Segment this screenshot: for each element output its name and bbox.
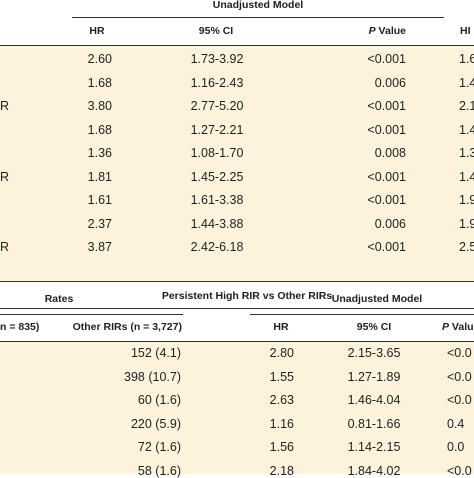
table1-cell-next: 1.4	[459, 75, 474, 90]
table2-cell-other: 220 (5.9)	[130, 416, 181, 431]
table1-header-rule	[0, 45, 474, 46]
table1-cell-next: 1.3	[459, 146, 474, 160]
table1-cell-ci: 1.44-3.88	[190, 216, 244, 231]
table1-col-hr-next: HI	[460, 25, 471, 37]
table2-cell-p: <0.0	[447, 369, 472, 384]
table1-cell-p: <0.001	[367, 99, 406, 113]
table1-cell-ci: 1.27-2.21	[190, 122, 244, 137]
table1-cell-hr: 1.61	[87, 193, 112, 207]
table1-cell-ci: 2.42-6.18	[190, 240, 244, 254]
table1-cell-p: <0.001	[367, 193, 406, 207]
table1-cell-p: <0.001	[367, 169, 406, 184]
table1-cell-ci: 1.73-3.92	[190, 52, 244, 66]
table1-cell-next: 1.9	[459, 193, 474, 207]
table2-cell-other: 152 (4.1)	[130, 346, 181, 360]
table1-header-band	[0, 0, 474, 46]
table2-title-rule	[0, 308, 474, 309]
table2-cell-ci: 2.15-3.65	[347, 346, 401, 360]
table1-cell-next: 2.5	[459, 240, 474, 254]
table1-cell-p: <0.001	[367, 122, 406, 137]
table2-cell-other: 60 (1.6)	[137, 393, 181, 407]
table1-row-stub: R	[0, 99, 10, 113]
table1-cell-p: <0.001	[367, 52, 406, 66]
table2-cell-ci: 1.46-4.04	[347, 393, 401, 407]
table2-model-title: Unadjusted Model	[331, 293, 423, 305]
table1-cell-hr: 1.36	[87, 146, 112, 160]
table1-cell-ci: 1.08-1.70	[190, 146, 244, 160]
table2-cell-p: <0.0	[447, 463, 472, 478]
table2-col-first: n = 835)	[0, 321, 40, 333]
table1-cell-hr: 1.68	[87, 75, 112, 90]
table1-cell-hr: 1.81	[87, 169, 112, 184]
table2-cell-other: 58 (1.6)	[137, 463, 181, 478]
table1-cell-next: 1.4	[459, 122, 474, 137]
table2-cell-other: 72 (1.6)	[137, 440, 181, 454]
table2-cell-hr: 1.56	[269, 440, 294, 454]
table1-cell-hr: 1.68	[87, 122, 112, 137]
table1-cell-ci: 1.45-2.25	[190, 169, 244, 184]
table1-bottom-rule	[0, 281, 474, 282]
table2-cell-hr: 2.63	[269, 393, 294, 407]
table1-row-stub: R	[0, 240, 10, 254]
table2-cell-other: 398 (10.7)	[124, 369, 181, 384]
table2-header-band	[0, 281, 474, 341]
table2-cell-p: <0.0	[447, 346, 472, 360]
table2-header-rule	[0, 341, 474, 342]
table2-cell-hr: 1.55	[269, 369, 294, 384]
table1-cell-ci: 2.77-5.20	[190, 99, 244, 113]
table2-cell-ci: 1.14-2.15	[347, 440, 401, 454]
table1-cell-next: 1.9	[459, 216, 474, 231]
table1-col-hr: HR	[89, 25, 105, 37]
table1-cell-next: 2.1	[459, 99, 474, 113]
table2-col-ci: 95% CI	[356, 321, 392, 333]
table2-cell-p: 0.4	[447, 416, 465, 431]
table1-row-stub: R	[0, 169, 10, 184]
table1-col-p-rest: Value	[375, 25, 406, 37]
table1-cell-hr: 2.60	[87, 52, 112, 66]
table2-cell-p: <0.0	[447, 393, 472, 407]
table1-cell-ci: 1.61-3.38	[190, 193, 244, 207]
table1-body-band	[0, 46, 474, 281]
table2-col-hr: HR	[273, 321, 289, 333]
table2-cell-ci: 1.84-4.02	[347, 463, 401, 478]
table1-cell-p: 0.008	[374, 146, 406, 160]
table2-model-rule	[250, 314, 474, 315]
table2-cell-ci: 0.81-1.66	[347, 416, 401, 431]
table2-title: Persistent High RIR vs Other RIRs	[161, 290, 333, 302]
table1-col-p-italic: P	[368, 25, 376, 37]
table1-cell-hr: 3.80	[87, 99, 112, 113]
table2-body-band	[0, 341, 474, 474]
table1-col-p: P Value	[369, 26, 406, 37]
table2-rates-rule	[0, 314, 183, 315]
table2-rates-label: Rates	[44, 293, 74, 305]
table1-cell-next: 1.6	[459, 52, 474, 66]
table1-cell-hr: 2.37	[87, 216, 112, 231]
table1-col-ci: 95% CI	[198, 25, 234, 37]
table2-col-p-rest: Valu	[449, 321, 474, 333]
table2-cell-hr: 2.80	[269, 346, 294, 360]
table1-cell-p: <0.001	[367, 240, 406, 254]
table1-cell-p: 0.006	[374, 75, 406, 90]
table1-model-rule	[72, 17, 444, 18]
table2-col-other: Other RIRs (n = 3,727)	[72, 321, 182, 333]
table1-cell-hr: 3.87	[87, 240, 112, 254]
table2-cell-p: 0.0	[447, 440, 465, 454]
table1-cell-p: 0.006	[374, 216, 406, 231]
table1-cell-ci: 1.16-2.43	[190, 75, 244, 90]
table2-col-p: P Valu	[442, 322, 474, 333]
table2-col-p-italic: P	[442, 321, 450, 333]
table1-model-title: Unadjusted Model	[212, 0, 304, 11]
table2-cell-hr: 2.18	[269, 463, 294, 478]
table2-cell-hr: 1.16	[269, 416, 294, 431]
table2-cell-ci: 1.27-1.89	[347, 369, 401, 384]
table1-cell-next: 1.4	[459, 169, 474, 184]
